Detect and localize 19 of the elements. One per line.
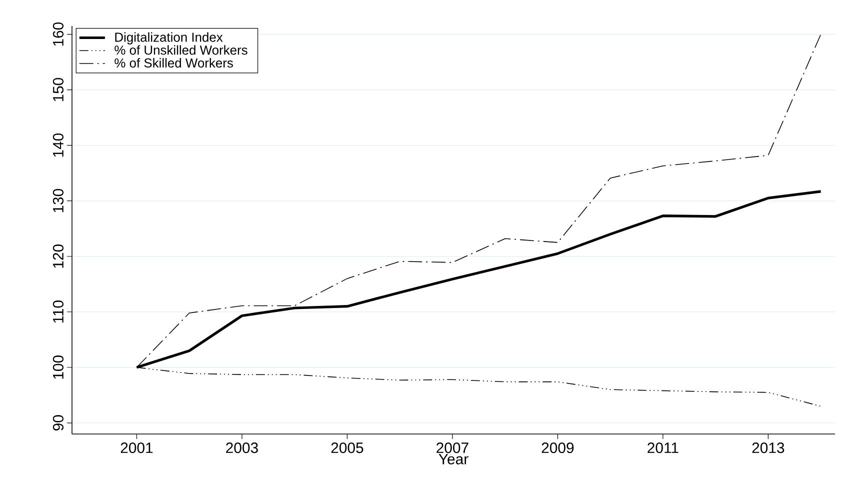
x-tick-label: 2007: [436, 442, 468, 454]
x-tick-label: 2005: [331, 442, 364, 454]
legend-label: % of Skilled Workers: [114, 58, 233, 68]
legend-label: % of Unskilled Workers: [114, 45, 248, 55]
x-axis-title: Year: [438, 454, 468, 464]
y-tick-label: 100: [52, 356, 64, 379]
y-tick-label: 120: [52, 244, 64, 268]
x-tick-label: 2003: [226, 442, 258, 454]
y-tick-label: 130: [52, 188, 64, 212]
x-tick-label: 2011: [648, 442, 678, 454]
y-tick-label: 150: [52, 78, 64, 102]
y-tick-label: 140: [52, 133, 64, 157]
x-tick-label: 2001: [120, 442, 153, 454]
y-tick-label: 160: [52, 22, 64, 46]
y-tick-label: 90: [52, 415, 64, 431]
x-tick-label: 2013: [752, 442, 784, 454]
x-tick-label: 2009: [542, 442, 574, 454]
y-tick-label: 110: [52, 300, 64, 323]
legend-label: Digitalization Index: [115, 32, 223, 44]
